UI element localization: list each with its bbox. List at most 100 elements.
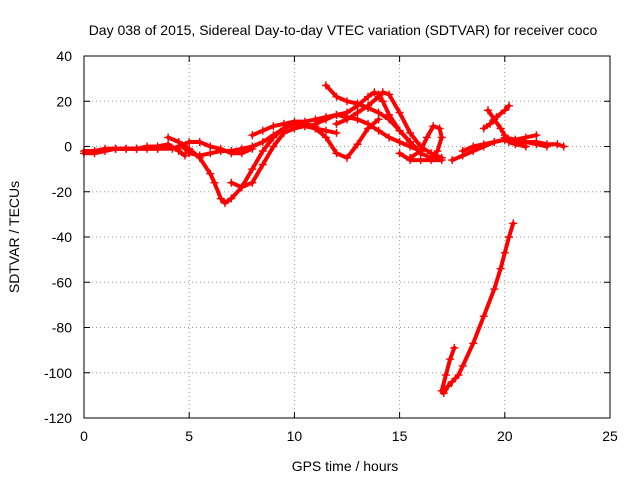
data-point	[483, 106, 492, 115]
y-tick-label: -20	[52, 184, 72, 200]
data-point	[185, 149, 194, 158]
y-tick-label: 0	[64, 139, 72, 155]
data-point	[450, 343, 459, 352]
series-arc6	[227, 115, 383, 192]
data-point	[458, 147, 467, 156]
data-point	[479, 140, 488, 149]
data-point	[248, 131, 257, 140]
data-point	[374, 92, 383, 101]
data-point	[395, 126, 404, 135]
data-point	[437, 156, 446, 165]
data-point	[90, 147, 99, 156]
data-point	[500, 248, 509, 257]
x-axis-label: GPS time / hours	[292, 458, 399, 474]
y-tick-label: -120	[44, 410, 72, 426]
data-point	[237, 183, 246, 192]
data-point	[248, 142, 257, 151]
y-tick-label: -40	[52, 229, 72, 245]
data-point	[343, 115, 351, 124]
data-series	[80, 81, 568, 398]
data-point	[111, 144, 120, 153]
series-arc18	[439, 219, 518, 398]
series-line	[408, 124, 444, 160]
data-point	[195, 151, 204, 160]
data-point	[374, 108, 383, 117]
data-point	[332, 92, 341, 101]
y-axis-label: SDTVAR / TECUs	[6, 181, 22, 293]
y-tick-label: -80	[52, 320, 72, 336]
y-tick-label: 20	[56, 93, 72, 109]
data-point	[385, 110, 394, 119]
data-point	[521, 137, 530, 146]
data-point	[469, 142, 478, 151]
data-point	[269, 122, 278, 131]
data-point	[332, 119, 341, 128]
data-point	[500, 133, 509, 142]
data-point	[416, 156, 425, 165]
data-point	[206, 149, 215, 158]
data-point	[332, 110, 341, 119]
data-point	[353, 108, 362, 117]
data-point	[441, 371, 450, 380]
data-point	[511, 135, 520, 144]
data-point	[248, 178, 257, 187]
series-arc19	[437, 343, 459, 395]
data-point	[416, 147, 425, 156]
data-point	[435, 124, 444, 133]
data-point	[458, 361, 467, 370]
data-point	[559, 142, 568, 151]
data-point	[370, 88, 379, 97]
data-point	[364, 92, 373, 101]
data-point	[374, 126, 383, 135]
data-point	[258, 137, 267, 146]
data-point	[321, 81, 330, 90]
data-point	[490, 285, 499, 294]
data-point	[496, 124, 505, 133]
x-tick-label: 15	[392, 428, 408, 444]
data-point	[353, 101, 362, 110]
data-point	[164, 133, 173, 142]
data-point	[216, 147, 225, 156]
data-point	[185, 137, 194, 146]
data-point	[433, 147, 442, 156]
data-point	[395, 137, 404, 146]
data-point	[385, 133, 394, 142]
data-point	[269, 131, 278, 140]
data-point	[553, 140, 562, 149]
data-point	[332, 128, 341, 137]
data-point	[343, 97, 351, 106]
data-point	[180, 151, 189, 160]
data-point	[422, 133, 431, 142]
data-point	[206, 169, 215, 178]
data-point	[496, 264, 505, 273]
data-point	[210, 178, 219, 187]
data-point	[509, 219, 518, 228]
data-point	[532, 140, 541, 149]
series-arc17	[500, 133, 551, 151]
data-point	[227, 147, 236, 156]
data-point	[443, 382, 452, 391]
data-point	[279, 119, 288, 128]
data-point	[395, 108, 404, 117]
data-point	[448, 377, 457, 386]
data-point	[542, 142, 551, 151]
data-point	[406, 128, 415, 137]
data-point	[290, 117, 299, 126]
data-point	[101, 144, 110, 153]
data-point	[174, 137, 183, 146]
data-point	[479, 124, 488, 133]
data-point	[279, 128, 288, 137]
data-point	[321, 126, 330, 135]
y-tick-label: -60	[52, 274, 72, 290]
data-point	[168, 144, 177, 153]
data-point	[378, 88, 387, 97]
data-point	[258, 160, 267, 169]
data-point	[321, 115, 330, 124]
data-point	[311, 119, 320, 128]
data-point	[353, 115, 362, 124]
x-tick-label: 20	[497, 428, 513, 444]
series-arc4	[164, 119, 320, 208]
data-point	[429, 122, 438, 131]
data-point	[321, 133, 330, 142]
x-tick-label: 10	[287, 428, 303, 444]
